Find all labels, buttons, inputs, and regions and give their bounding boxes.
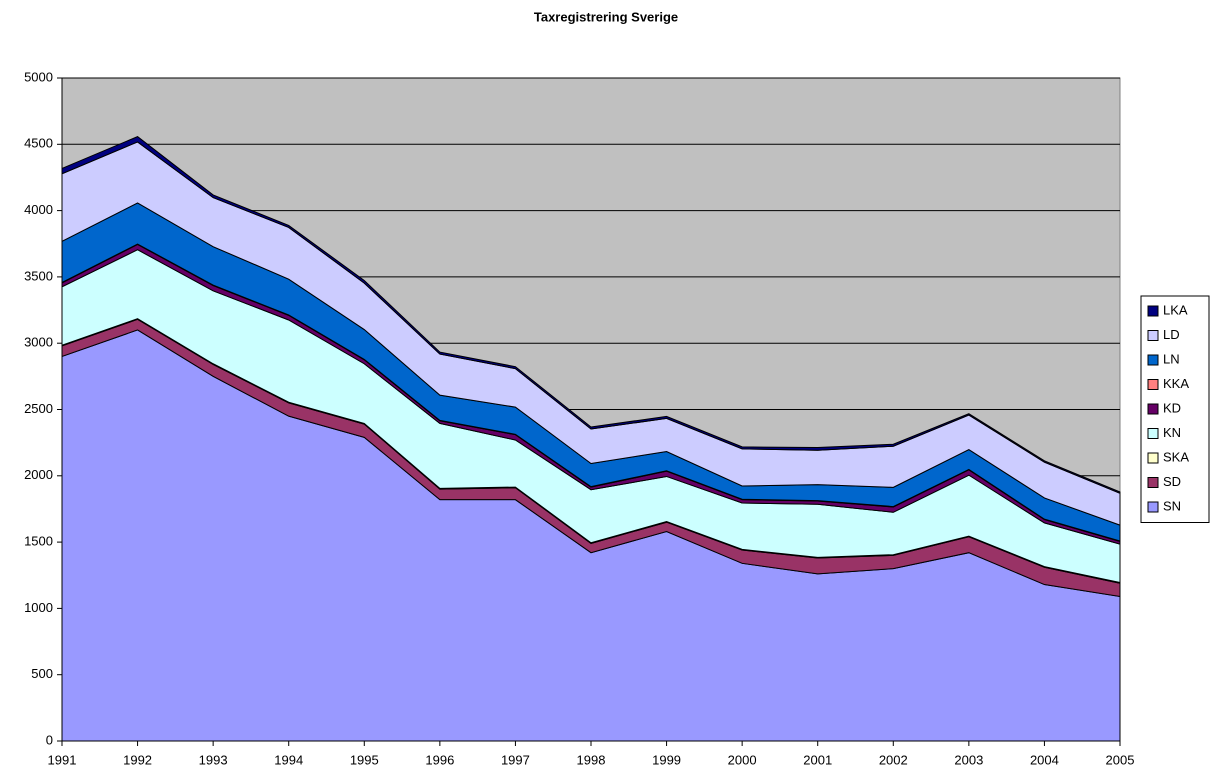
y-tick-label: 3500 <box>24 268 53 283</box>
legend-swatch <box>1147 379 1159 390</box>
legend-label: KN <box>1163 425 1181 440</box>
x-tick-label: 1994 <box>274 752 303 767</box>
legend-swatch <box>1147 428 1159 439</box>
area <box>61 136 1121 495</box>
legend-label: LKA <box>1163 302 1188 317</box>
legend-label: SD <box>1163 474 1181 489</box>
y-tick-label: 2000 <box>24 467 53 482</box>
chart-title: Taxregistrering Sverige <box>534 9 678 24</box>
legend-swatch <box>1147 330 1159 341</box>
legend-swatch <box>1147 501 1159 513</box>
x-tick-label: 2005 <box>1106 752 1135 767</box>
x-tick-label: 1996 <box>425 752 454 767</box>
y-tick-label: 3000 <box>24 335 53 350</box>
legend-label: SKA <box>1163 449 1189 464</box>
y-tick-label: 1500 <box>24 534 53 549</box>
x-tick-label: 1992 <box>123 752 152 767</box>
legend-swatch <box>1147 452 1159 464</box>
x-tick-label: 2001 <box>803 752 832 767</box>
x-tick-label: 1999 <box>652 752 681 767</box>
x-tick-label: 1997 <box>501 752 530 767</box>
legend-label: LD <box>1163 327 1180 342</box>
x-tick-label: 1993 <box>199 752 228 767</box>
x-tick-label: 1995 <box>350 752 379 767</box>
y-tick-label: 4500 <box>24 136 53 151</box>
x-tick-label: 2002 <box>879 752 908 767</box>
legend-swatch <box>1147 354 1159 366</box>
y-tick-label: 0 <box>46 732 53 747</box>
legend-swatch <box>1147 305 1159 317</box>
legend-label: SN <box>1163 498 1181 513</box>
legend-label: KKA <box>1163 376 1189 391</box>
x-tick-label: 2003 <box>954 752 983 767</box>
y-tick-label: 5000 <box>24 69 53 84</box>
legend-label: LN <box>1163 351 1180 366</box>
x-tick-label: 2000 <box>728 752 757 767</box>
x-tick-label: 1991 <box>48 752 77 767</box>
y-tick-label: 1000 <box>24 600 53 615</box>
x-tick-label: 1998 <box>577 752 606 767</box>
y-tick-label: 500 <box>31 666 53 681</box>
legend-swatch <box>1147 403 1159 415</box>
x-tick-label: 2004 <box>1030 752 1059 767</box>
y-tick-label: 4000 <box>24 202 53 217</box>
y-tick-label: 2500 <box>24 401 53 416</box>
legend-swatch <box>1147 477 1159 488</box>
legend-label: KD <box>1163 400 1181 415</box>
